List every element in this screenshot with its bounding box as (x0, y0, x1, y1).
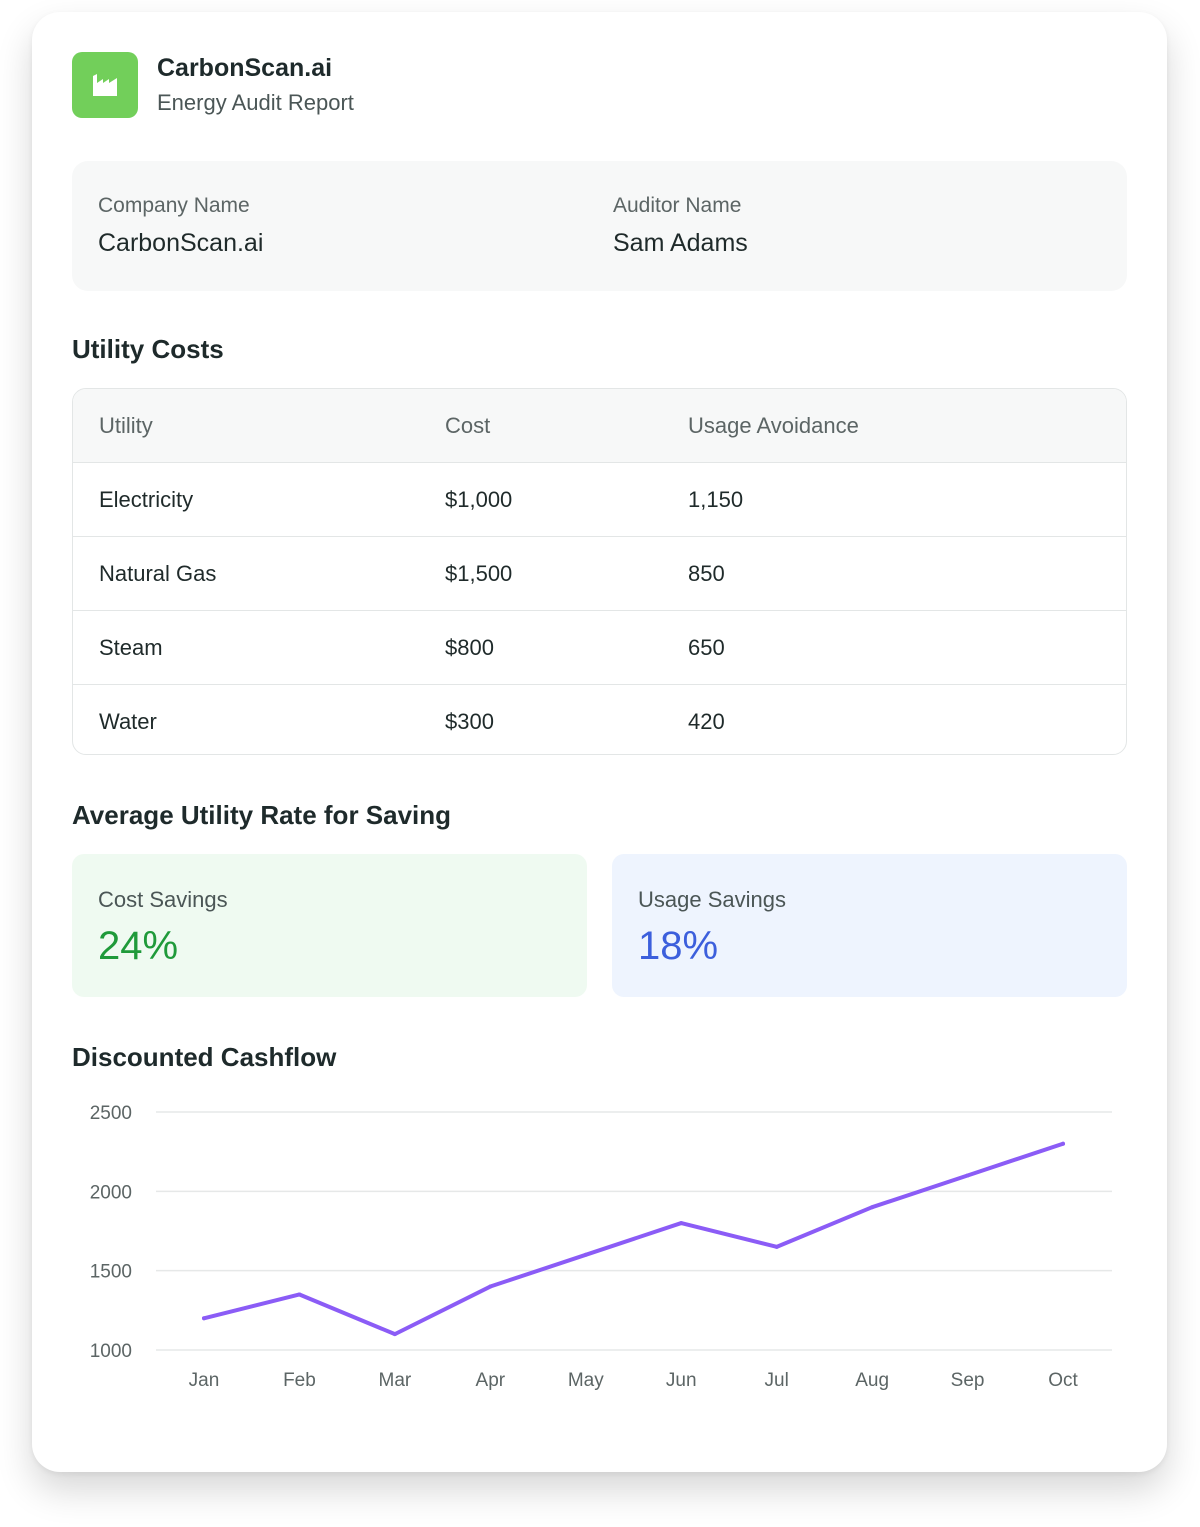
series-line (202, 1141, 1065, 1337)
x-tick-label: Oct (1048, 1370, 1078, 1391)
company-value: CarbonScan.ai (98, 229, 264, 257)
table-row: Water $300 420 (73, 684, 1126, 754)
savings-title: Average Utility Rate for Saving (72, 800, 452, 830)
data-point (488, 1284, 493, 1289)
cashflow-title: Discounted Cashflow (72, 1042, 337, 1072)
utility-costs-table: Utility Cost Usage Avoidance Electricity… (72, 388, 1127, 755)
report-subtitle: Energy Audit Report (157, 90, 354, 115)
data-point (965, 1173, 970, 1178)
usage-savings-label: Usage Savings (638, 887, 786, 912)
column-header-usage-avoidance: Usage Avoidance (688, 413, 859, 438)
table-cell-utility: Electricity (99, 487, 194, 512)
x-tick-label: May (568, 1370, 604, 1391)
report-info-panel: Company Name CarbonScan.ai Auditor Name … (72, 161, 1127, 291)
table-cell-utility: Natural Gas (99, 561, 217, 586)
table-cell-cost: $1,500 (445, 561, 513, 586)
y-tick-label: 2500 (90, 1103, 132, 1124)
auditor-field: Auditor Name Sam Adams (613, 194, 748, 258)
table-row: Steam $800 650 (73, 610, 1126, 684)
cost-savings-card: Cost Savings 24% (72, 854, 587, 997)
company-label: Company Name (98, 194, 250, 217)
auditor-label: Auditor Name (613, 194, 742, 217)
cost-savings-label: Cost Savings (98, 887, 228, 912)
cost-savings-value: 24% (98, 924, 179, 968)
table-cell-usage: 650 (688, 635, 725, 660)
x-tick-label: Feb (283, 1370, 316, 1391)
data-point (202, 1316, 206, 1321)
x-tick-label: Apr (476, 1370, 506, 1391)
table-cell-cost: $1,000 (445, 487, 513, 512)
table-cell-cost: $800 (445, 635, 494, 660)
table-cell-utility: Water (99, 709, 157, 734)
report-header: CarbonScan.ai Energy Audit Report (72, 52, 672, 118)
table-cell-utility: Steam (99, 635, 163, 660)
table-header: Utility Cost Usage Avoidance (73, 389, 1126, 462)
table-cell-usage: 1,150 (688, 487, 744, 512)
cashflow-line-chart: 2500 2000 1500 1000 Jan Feb Mar Apr May Jun Jul Aug… (90, 1103, 1112, 1391)
table-cell-usage: 420 (688, 709, 725, 734)
x-tick-label: Sep (951, 1370, 985, 1391)
table-row: Electricity $1,000 1,150 (73, 462, 1126, 536)
data-point (679, 1221, 684, 1226)
factory-icon (72, 52, 138, 118)
x-tick-label: Jul (765, 1370, 789, 1391)
table-cell-usage: 850 (688, 561, 725, 586)
x-tick-label: Jan (189, 1370, 220, 1391)
data-point (583, 1252, 588, 1257)
table-row: Natural Gas $1,500 850 (73, 536, 1126, 610)
y-tick-label: 1000 (90, 1341, 132, 1362)
company-field: Company Name CarbonScan.ai (98, 194, 263, 258)
y-tick-label: 2000 (90, 1182, 132, 1203)
data-point (870, 1205, 875, 1210)
auditor-value: Sam Adams (613, 229, 748, 257)
x-tick-label: Jun (666, 1370, 697, 1391)
audit-report-card: CarbonScan.ai Energy Audit Report Compan… (32, 12, 1167, 1472)
utility-costs-title: Utility Costs (72, 334, 224, 364)
table-cell-cost: $300 (445, 709, 494, 734)
data-point (774, 1244, 779, 1249)
data-point (392, 1332, 397, 1337)
data-point (297, 1292, 302, 1297)
column-header-cost: Cost (445, 413, 491, 438)
brand-name: CarbonScan.ai (157, 54, 333, 82)
x-tick-label: Mar (379, 1370, 412, 1391)
column-header-utility: Utility (99, 413, 153, 438)
usage-savings-card: Usage Savings 18% (612, 854, 1127, 997)
y-tick-label: 1500 (90, 1262, 132, 1283)
usage-savings-value: 18% (638, 924, 719, 968)
data-point (1061, 1141, 1065, 1146)
x-tick-label: Aug (855, 1370, 889, 1391)
